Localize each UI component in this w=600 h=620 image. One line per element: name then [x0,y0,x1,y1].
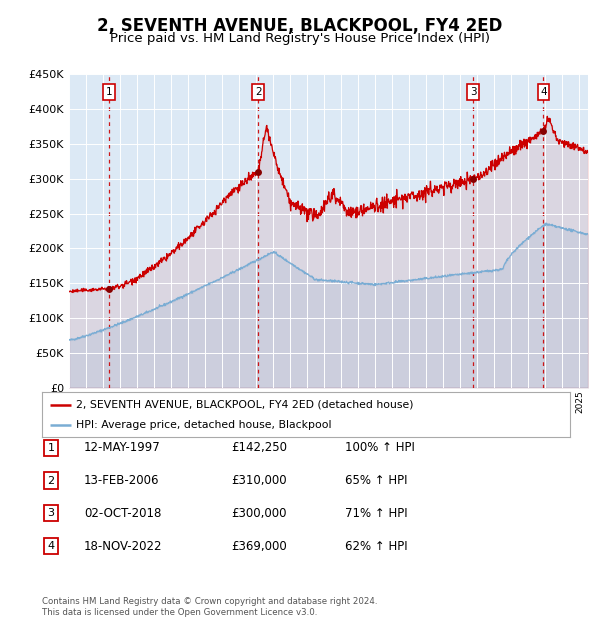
Text: HPI: Average price, detached house, Blackpool: HPI: Average price, detached house, Blac… [76,420,332,430]
Text: £310,000: £310,000 [231,474,287,487]
Text: 2, SEVENTH AVENUE, BLACKPOOL, FY4 2ED (detached house): 2, SEVENTH AVENUE, BLACKPOOL, FY4 2ED (d… [76,399,414,410]
Text: 3: 3 [470,87,476,97]
Text: 2: 2 [47,476,55,485]
Text: 100% ↑ HPI: 100% ↑ HPI [345,441,415,454]
Text: 62% ↑ HPI: 62% ↑ HPI [345,540,407,552]
Text: 02-OCT-2018: 02-OCT-2018 [84,507,161,520]
Text: 2: 2 [255,87,262,97]
Text: 3: 3 [47,508,55,518]
Text: £369,000: £369,000 [231,540,287,552]
Text: 4: 4 [47,541,55,551]
Text: 71% ↑ HPI: 71% ↑ HPI [345,507,407,520]
Text: 12-MAY-1997: 12-MAY-1997 [84,441,161,454]
Text: 1: 1 [47,443,55,453]
Text: 18-NOV-2022: 18-NOV-2022 [84,540,163,552]
Text: 4: 4 [540,87,547,97]
Text: 2, SEVENTH AVENUE, BLACKPOOL, FY4 2ED: 2, SEVENTH AVENUE, BLACKPOOL, FY4 2ED [97,17,503,35]
Text: 65% ↑ HPI: 65% ↑ HPI [345,474,407,487]
Text: £142,250: £142,250 [231,441,287,454]
Text: 13-FEB-2006: 13-FEB-2006 [84,474,160,487]
Text: £300,000: £300,000 [231,507,287,520]
Text: 1: 1 [106,87,112,97]
Text: Contains HM Land Registry data © Crown copyright and database right 2024.
This d: Contains HM Land Registry data © Crown c… [42,598,377,617]
Text: Price paid vs. HM Land Registry's House Price Index (HPI): Price paid vs. HM Land Registry's House … [110,32,490,45]
